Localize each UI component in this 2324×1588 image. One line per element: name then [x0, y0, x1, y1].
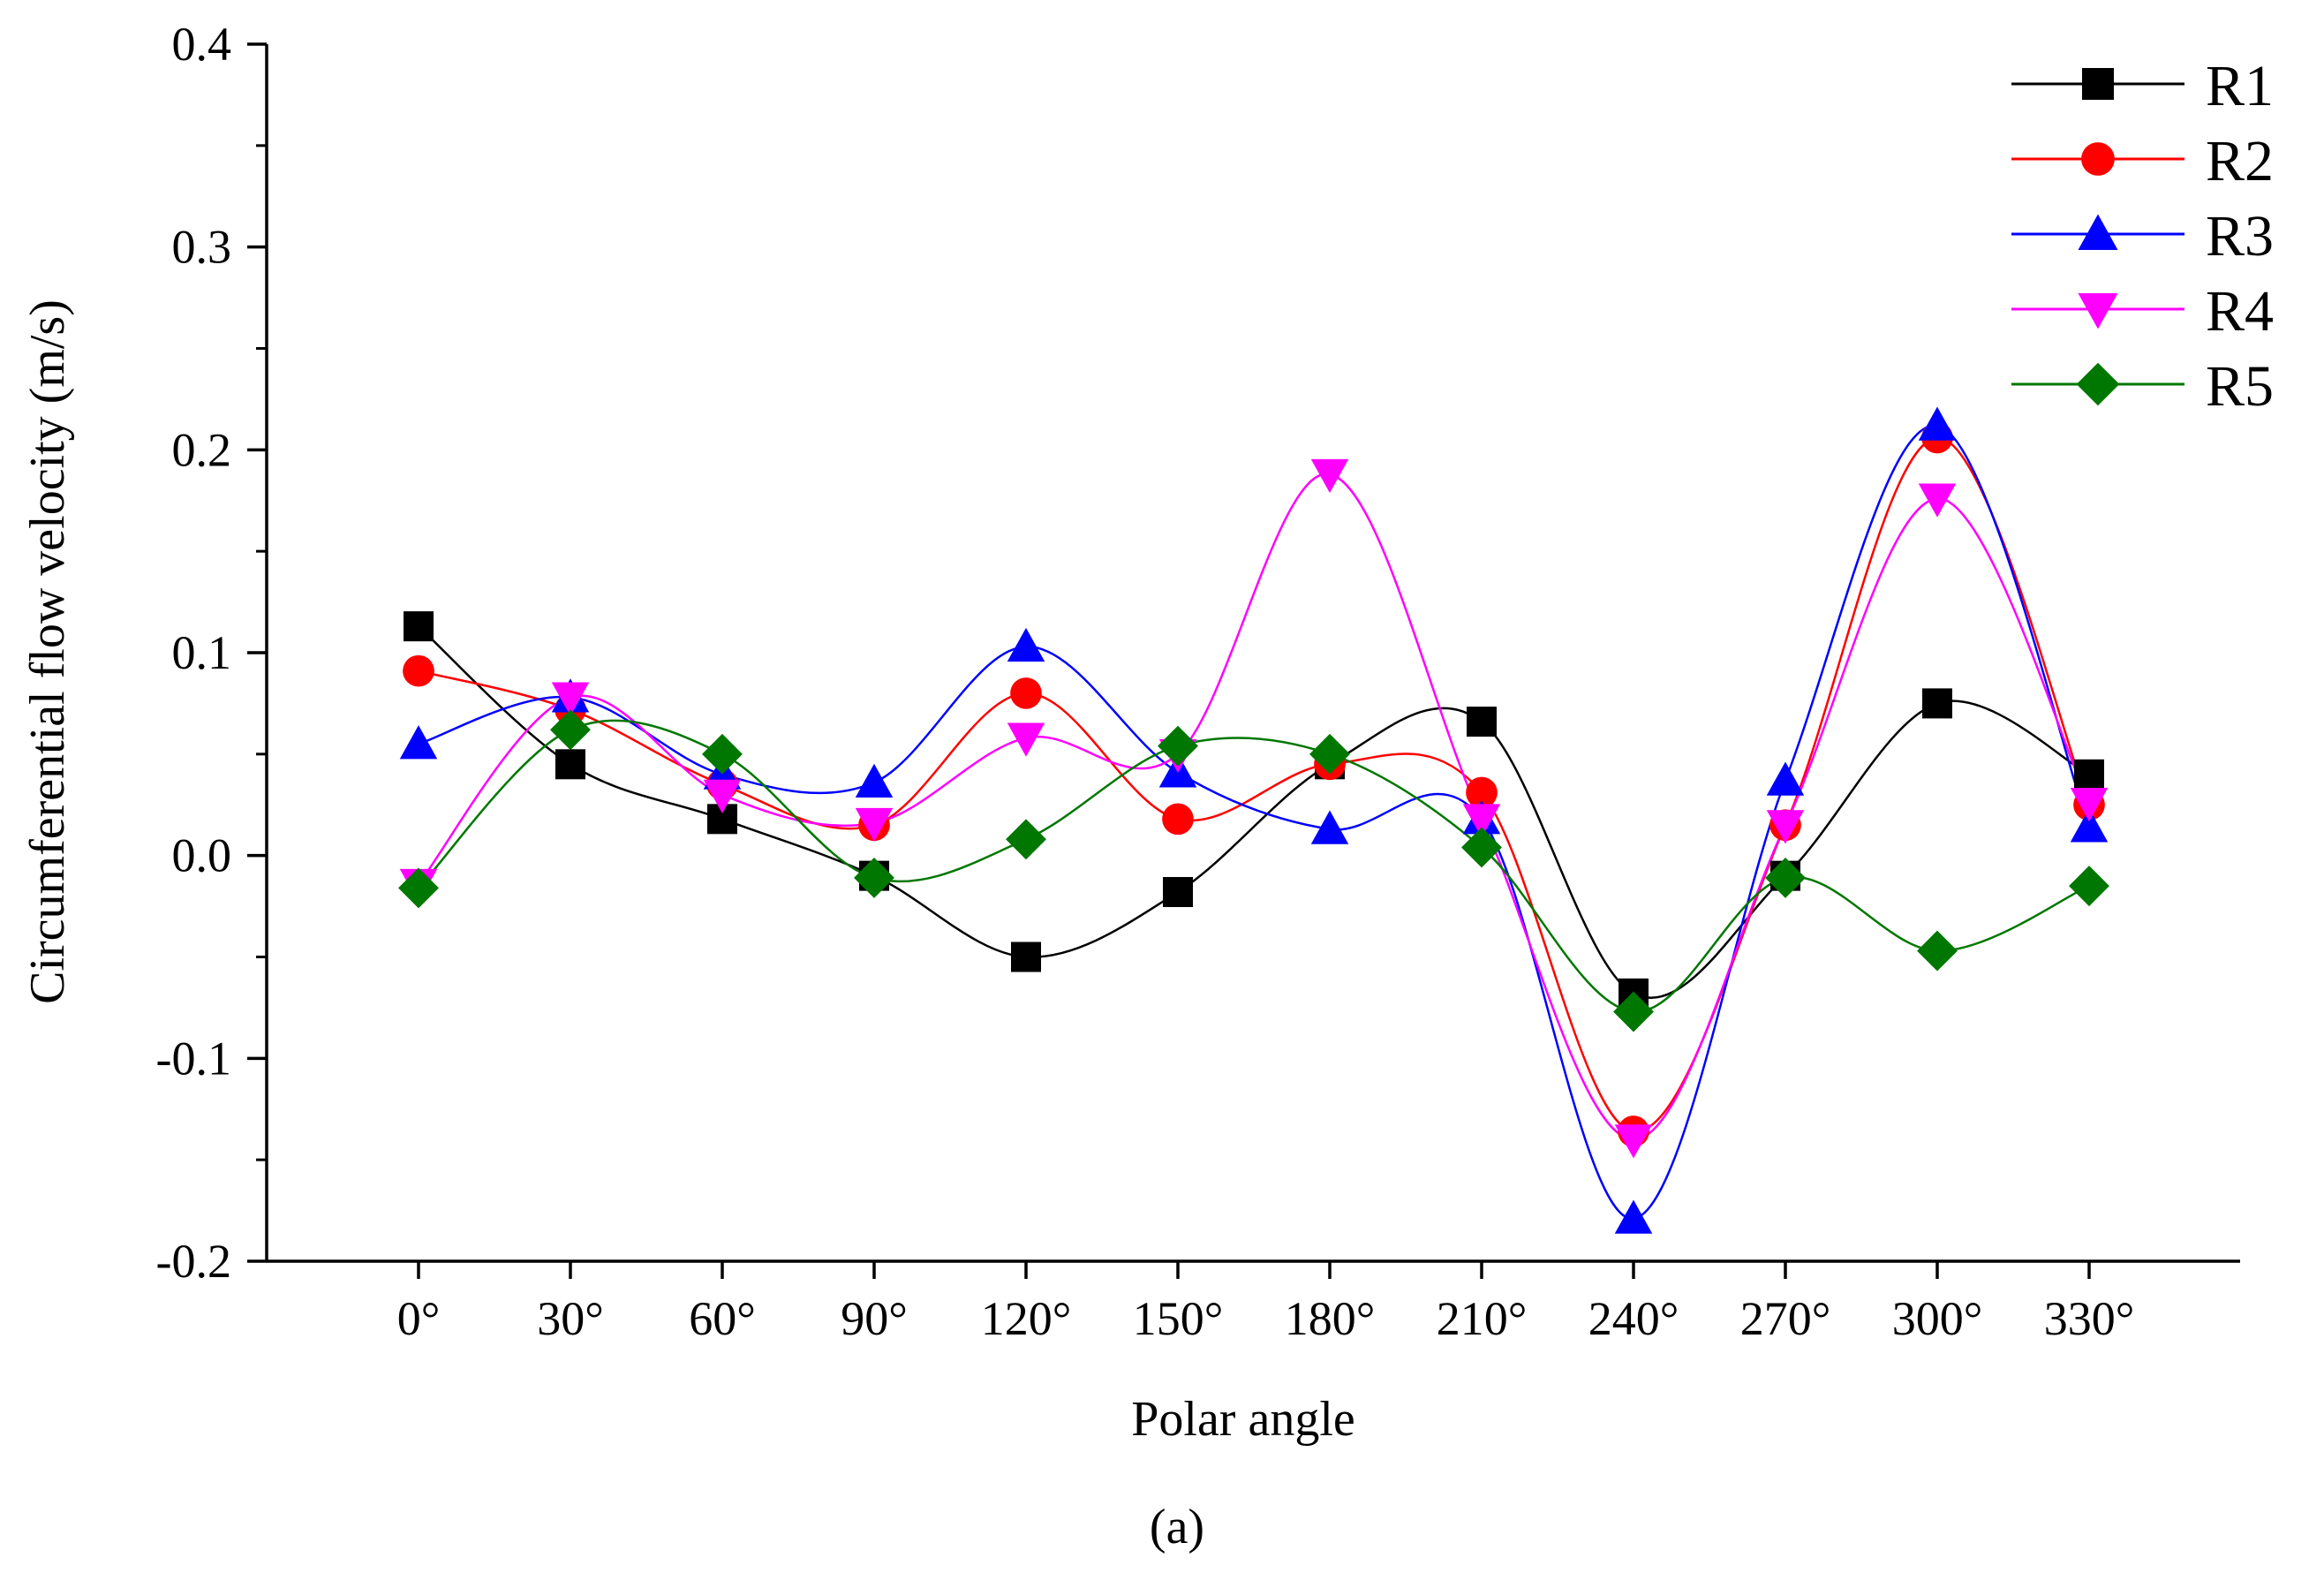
data-point-r5 [854, 857, 894, 898]
legend-label-r2: R2 [2206, 129, 2274, 193]
x-tick-label: 240° [1588, 1292, 1679, 1345]
data-point-r1 [1922, 688, 1952, 719]
data-point-r5 [1917, 930, 1958, 972]
data-point-r2 [1466, 776, 1498, 809]
axes [247, 42, 2240, 1279]
x-tick-label: 0° [397, 1292, 441, 1345]
data-point-r3 [2070, 808, 2109, 843]
data-point-r3 [1310, 810, 1349, 844]
data-point-r4 [855, 807, 894, 843]
data-point-r5 [1765, 857, 1806, 898]
data-point-r3 [1766, 761, 1805, 796]
legend-label-r4: R4 [2206, 279, 2274, 344]
x-tick-label: 60° [689, 1292, 756, 1345]
x-tick-label: 30° [537, 1292, 604, 1345]
data-point-r4 [1918, 483, 1957, 518]
data-point-r5 [2069, 866, 2109, 907]
data-point-r4 [703, 779, 742, 814]
figure-caption: (a) [1150, 1500, 1204, 1554]
legend-marker-r1 [2082, 68, 2114, 100]
y-tick-label: 0.3 [172, 221, 232, 274]
series-markers [398, 406, 2109, 1234]
data-point-r3 [1918, 406, 1957, 441]
data-point-r5 [1461, 827, 1502, 868]
series-line-r3 [418, 424, 2091, 1221]
y-tick-label: -0.2 [156, 1235, 231, 1288]
x-tick-label: 300° [1892, 1292, 1983, 1345]
data-point-r5 [702, 733, 743, 775]
data-point-r4 [1310, 458, 1349, 494]
data-point-r4 [551, 682, 590, 716]
y-tick-label: 0.4 [172, 18, 232, 71]
tick-labels: -0.2 -0.1 0.0 0.1 0.2 0.3 0.4 0° 30° 60° 90° 120° 15… [156, 18, 2135, 1345]
y-tick-label: 0.2 [172, 423, 232, 476]
y-tick-label: 0.1 [172, 626, 232, 679]
data-point-r1 [1467, 707, 1497, 737]
legend-label-r3: R3 [2206, 204, 2274, 268]
data-point-r4 [1614, 1124, 1653, 1159]
legend-label-r1: R1 [2206, 54, 2274, 118]
legend-marker-r5 [2076, 362, 2120, 406]
data-point-r2 [1162, 803, 1194, 836]
data-point-r4 [1462, 804, 1501, 838]
y-axis-title: Circumferential flow velocity (m/s) [20, 299, 75, 1004]
legend-label-r5: R5 [2206, 354, 2274, 419]
data-point-r3 [1614, 1199, 1653, 1234]
data-point-r1 [2074, 759, 2104, 790]
data-point-r3 [399, 725, 438, 760]
legend-marker-r3 [2078, 214, 2118, 250]
data-point-r4 [1007, 722, 1045, 757]
y-tick-label: 0.0 [172, 829, 232, 882]
data-point-r3 [1007, 627, 1045, 662]
data-point-r3 [855, 763, 894, 798]
x-tick-label: 270° [1740, 1292, 1831, 1345]
x-tick-label: 90° [841, 1292, 908, 1345]
data-point-r5 [1309, 733, 1350, 775]
x-tick-label: 150° [1133, 1292, 1224, 1345]
data-point-r2 [1010, 677, 1042, 709]
data-point-r2 [403, 654, 434, 687]
data-point-r1 [555, 749, 585, 780]
data-point-r1 [404, 611, 434, 642]
data-point-r1 [1011, 941, 1041, 972]
data-point-r1 [1163, 877, 1193, 908]
data-point-r5 [550, 709, 591, 751]
legend-marker-r2 [2081, 142, 2115, 176]
legend-marker-r4 [2078, 293, 2118, 329]
x-axis-title: Polar angle [1131, 1392, 1354, 1447]
x-tick-label: 120° [981, 1292, 1072, 1345]
data-point-r5 [1158, 725, 1198, 767]
data-point-r4 [2070, 787, 2109, 822]
data-point-r5 [1613, 991, 1654, 1032]
series-line-r2 [418, 436, 2091, 1133]
x-tick-label: 210° [1437, 1292, 1528, 1345]
data-point-r5 [398, 867, 439, 909]
data-point-r5 [1006, 819, 1046, 860]
x-tick-label: 330° [2044, 1292, 2135, 1345]
legend: R1 R2 R3 R4 R5 [2011, 54, 2274, 419]
y-tick-label: -0.1 [156, 1032, 231, 1085]
x-tick-label: 180° [1285, 1292, 1376, 1345]
data-point-r4 [1766, 810, 1805, 844]
